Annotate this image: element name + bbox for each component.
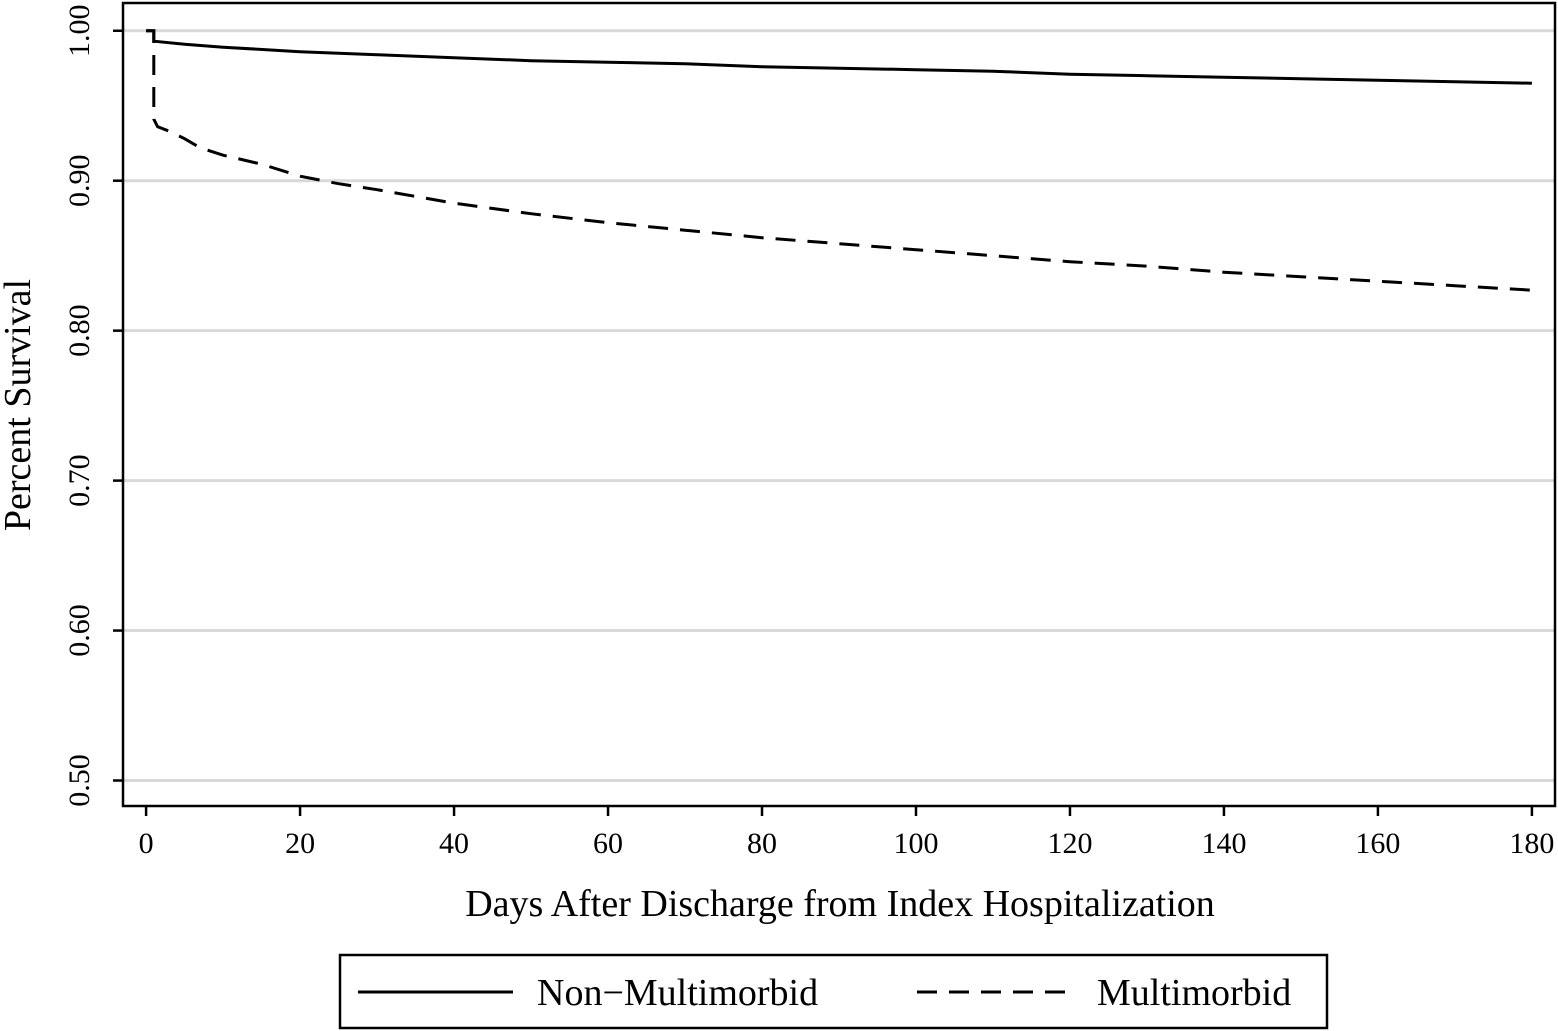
- x-tick-label-1: 20: [285, 827, 315, 860]
- x-tick-label-6: 120: [1047, 827, 1092, 860]
- x-tick-label-0: 0: [139, 827, 154, 860]
- legend: Non−Multimorbid Multimorbid: [338, 953, 1329, 1030]
- y-tick-label-3: 0.80: [63, 304, 96, 357]
- y-tick-label-4: 0.90: [63, 154, 96, 207]
- series-line-multimorbid: [146, 29, 1532, 292]
- x-tick-label-5: 100: [893, 827, 938, 860]
- y-axis-title: Percent Survival: [0, 279, 39, 531]
- x-tick-label-2: 40: [439, 827, 469, 860]
- series-line-non-multimorbid: [146, 29, 1532, 85]
- x-tick-label-8: 160: [1355, 827, 1400, 860]
- x-axis-ticks: 0 20 40 60 80 100 120 140 160 180: [139, 806, 1554, 860]
- legend-label-multimorbid: Multimorbid: [1097, 972, 1291, 1014]
- series-lines: [146, 29, 1532, 292]
- y-axis-ticks: 0.50 0.60 0.70 0.80 0.90 1.00: [63, 4, 123, 807]
- legend-label-non-multimorbid: Non−Multimorbid: [537, 972, 818, 1014]
- gridlines: [123, 29, 1555, 783]
- plot-frame: [121, 1, 1557, 808]
- x-tick-label-4: 80: [747, 827, 777, 860]
- x-axis-title: Days After Discharge from Index Hospital…: [465, 883, 1215, 925]
- y-tick-label-5: 1.00: [63, 4, 96, 57]
- y-tick-label-0: 0.50: [63, 754, 96, 807]
- x-tick-label-3: 60: [593, 827, 623, 860]
- y-tick-label-2: 0.70: [63, 454, 96, 507]
- x-tick-label-9: 180: [1509, 827, 1554, 860]
- y-tick-label-1: 0.60: [63, 604, 96, 657]
- x-tick-label-7: 140: [1201, 827, 1246, 860]
